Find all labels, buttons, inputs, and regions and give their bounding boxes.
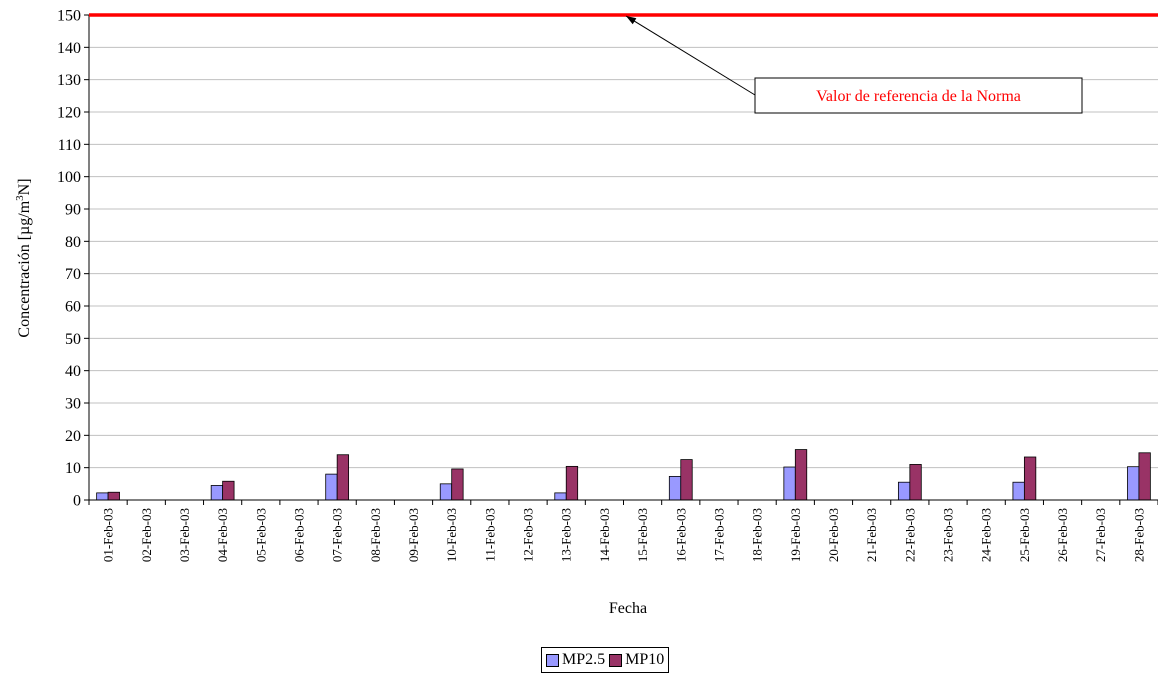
x-tick-label: 24-Feb-03 bbox=[979, 508, 994, 562]
x-tick-label: 07-Feb-03 bbox=[330, 508, 345, 562]
x-tick-labels: 01-Feb-03 02-Feb-03 03-Feb-03 04-Feb-03 05-F… bbox=[101, 508, 1147, 562]
bar-mp10 bbox=[451, 468, 464, 501]
bar-mp10 bbox=[1023, 456, 1037, 501]
y-tick-label: 120 bbox=[57, 105, 81, 122]
y-tick-label: 130 bbox=[57, 72, 81, 89]
y-axis-label-sup: 3 bbox=[14, 195, 26, 201]
bar-mp25 bbox=[1012, 481, 1025, 501]
annotation: Valor de referencia de la Norma bbox=[625, 15, 1083, 114]
y-tick-label: 0 bbox=[73, 493, 81, 510]
x-tick-label: 27-Feb-03 bbox=[1093, 508, 1108, 562]
bar-mp25 bbox=[668, 475, 682, 501]
x-tick-label: 01-Feb-03 bbox=[101, 508, 116, 562]
x-tick-label: 23-Feb-03 bbox=[941, 508, 956, 562]
annotation-arrow bbox=[625, 15, 756, 96]
bar-mp25 bbox=[96, 492, 109, 501]
y-tick-label: 30 bbox=[65, 396, 81, 413]
x-tick-label: 05-Feb-03 bbox=[253, 508, 268, 562]
legend-label-mp10: MP10 bbox=[625, 651, 665, 668]
y-tick-label: 140 bbox=[57, 40, 81, 57]
bars bbox=[96, 449, 1151, 501]
x-tick-label: 18-Feb-03 bbox=[750, 508, 765, 562]
x-tick-label: 15-Feb-03 bbox=[635, 508, 650, 562]
x-tick-label: 09-Feb-03 bbox=[406, 508, 421, 562]
bar-mp25 bbox=[783, 466, 796, 501]
bar-mp25 bbox=[897, 481, 911, 501]
x-tick-label: 08-Feb-03 bbox=[368, 508, 383, 562]
y-tick-label: 50 bbox=[65, 331, 81, 348]
bar-mp10 bbox=[107, 491, 120, 501]
y-axis-label-main: Concentración [µg/m bbox=[16, 200, 33, 337]
bar-mp10 bbox=[565, 465, 579, 501]
y-tick-label: 110 bbox=[58, 137, 81, 154]
x-tick-label: 22-Feb-03 bbox=[902, 508, 917, 562]
y-tick-label: 60 bbox=[65, 299, 81, 316]
x-tick-label: 17-Feb-03 bbox=[711, 508, 726, 562]
legend-swatch-mp10 bbox=[609, 653, 623, 667]
bar-mp25 bbox=[554, 492, 567, 501]
y-tick-label: 150 bbox=[57, 8, 81, 25]
y-tick-label: 80 bbox=[65, 234, 81, 251]
y-axis-label-tail: N] bbox=[16, 178, 33, 195]
annotation-arrowhead bbox=[626, 16, 637, 25]
x-tick-label: 28-Feb-03 bbox=[1131, 508, 1146, 562]
x-tick-label: 10-Feb-03 bbox=[444, 508, 459, 562]
x-tick-label: 21-Feb-03 bbox=[864, 508, 879, 562]
bar-mp10 bbox=[794, 449, 808, 501]
x-tick-label: 03-Feb-03 bbox=[177, 508, 192, 562]
x-tick-label: 11-Feb-03 bbox=[482, 508, 497, 562]
bar-mp25 bbox=[439, 483, 453, 501]
bar-mp10 bbox=[1138, 452, 1151, 501]
x-tick-label: 12-Feb-03 bbox=[521, 508, 536, 562]
y-tick-label: 70 bbox=[65, 266, 81, 283]
y-tick-label: 90 bbox=[65, 202, 81, 219]
legend-swatch-mp25 bbox=[546, 653, 559, 667]
x-tick-label: 19-Feb-03 bbox=[788, 508, 803, 562]
bar-mp25 bbox=[210, 485, 224, 501]
bar-mp10 bbox=[336, 454, 350, 501]
bar-mp10 bbox=[909, 464, 922, 501]
annotation-box bbox=[754, 77, 1083, 114]
x-tick-label: 25-Feb-03 bbox=[1017, 508, 1032, 562]
annotation-text: Valor de referencia de la Norma bbox=[816, 88, 1021, 105]
y-tick-label: 100 bbox=[57, 169, 81, 186]
legend-item-mp10: MP10 bbox=[609, 651, 664, 669]
bar-mp10 bbox=[680, 459, 693, 501]
bar-mp25 bbox=[325, 473, 338, 501]
y-tick-label: 20 bbox=[65, 428, 81, 445]
legend: MP2.5 MP10 bbox=[541, 647, 670, 673]
x-tick-label: 02-Feb-03 bbox=[139, 508, 154, 562]
legend-label-mp25: MP2.5 bbox=[562, 651, 606, 668]
axes bbox=[84, 14, 1158, 505]
x-tick-label: 20-Feb-03 bbox=[826, 508, 841, 562]
y-tick-label: 10 bbox=[65, 460, 81, 477]
x-tick-label: 14-Feb-03 bbox=[597, 508, 612, 562]
y-axis-label: Concentración [µg/m3N] bbox=[14, 178, 33, 337]
y-tick-label: 40 bbox=[65, 363, 81, 380]
x-axis-label: Fecha bbox=[609, 600, 647, 617]
x-tick-label: 06-Feb-03 bbox=[291, 508, 306, 562]
x-tick-label: 13-Feb-03 bbox=[559, 508, 574, 562]
x-tick-label: 16-Feb-03 bbox=[673, 508, 688, 562]
x-tick-label: 04-Feb-03 bbox=[215, 508, 230, 562]
bar-mp25 bbox=[1127, 466, 1140, 501]
legend-item-mp25: MP2.5 bbox=[546, 651, 605, 669]
bar-mp10 bbox=[222, 480, 235, 501]
y-tick-labels: 0 10 20 30 40 50 60 70 80 90 100 110 120 130 140 150 bbox=[57, 8, 81, 510]
x-tick-label: 26-Feb-03 bbox=[1055, 508, 1070, 562]
